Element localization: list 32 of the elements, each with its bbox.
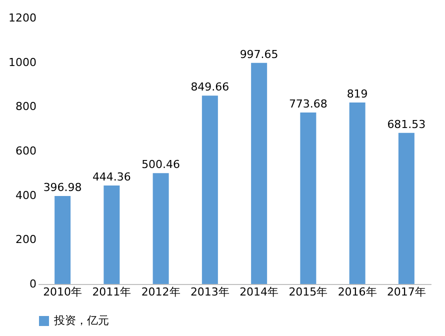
x-tick-label: 2011年 [92, 286, 132, 298]
x-tick-label: 2012年 [141, 286, 180, 298]
data-label: 681.53 [387, 118, 426, 131]
x-tick-label: 2016年 [338, 286, 377, 298]
bar [202, 96, 218, 284]
x-tick-label: 2010年 [43, 286, 82, 298]
y-tick-label: 1000 [8, 56, 36, 69]
y-tick-label: 200 [16, 233, 36, 246]
legend-label: 投资，亿元 [53, 314, 109, 327]
x-tick-label: 2017年 [386, 286, 426, 298]
y-tick-label: 600 [16, 144, 36, 158]
y-tick-label: 400 [16, 188, 36, 202]
data-label: 396.98 [43, 181, 82, 194]
bar [251, 62, 268, 284]
bar [104, 186, 120, 284]
bar [300, 112, 316, 284]
data-label: 997.65 [240, 48, 278, 61]
x-tick-label: 2015年 [288, 286, 328, 298]
y-tick-label: 0 [30, 278, 36, 290]
y-tick-label: 1200 [8, 12, 36, 24]
bar [152, 173, 169, 284]
bar [349, 102, 366, 284]
bar [398, 132, 414, 284]
data-label: 444.36 [92, 170, 131, 184]
y-tick-label: 800 [16, 100, 36, 114]
data-label: 773.68 [288, 98, 328, 110]
data-label: 500.46 [142, 158, 180, 172]
x-tick-label: 2013年 [190, 286, 230, 298]
x-tick-label: 2014年 [240, 286, 279, 298]
data-label: 819 [346, 87, 368, 100]
bar [54, 196, 71, 284]
data-label: 849.66 [190, 80, 230, 94]
